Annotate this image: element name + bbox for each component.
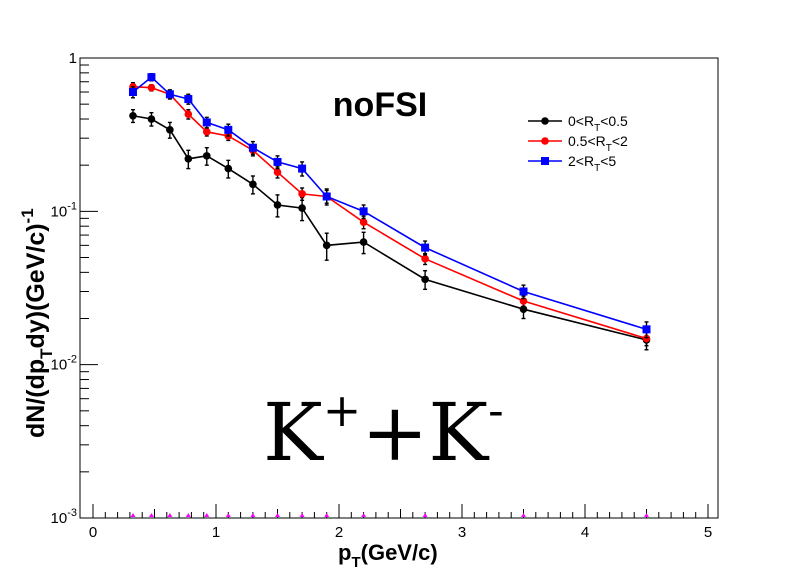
data-point xyxy=(129,111,137,120)
data-point xyxy=(421,243,430,252)
data-point xyxy=(298,204,306,212)
data-point xyxy=(165,90,174,99)
legend-label: 0.5<RT<2 xyxy=(568,133,628,154)
bottom-marker xyxy=(299,513,305,517)
y-axis-title-part1: dN/(dp xyxy=(22,359,50,438)
chart-title: noFSI xyxy=(333,86,427,124)
bottom-marker xyxy=(130,513,136,517)
bottom-marker xyxy=(250,513,256,517)
data-point xyxy=(322,241,331,250)
y-axis: 1 10-1 10-2 10-3 xyxy=(51,50,98,527)
data-point xyxy=(224,125,233,134)
legend-entry-0: 0<RT<0.5 xyxy=(528,113,628,134)
data-point xyxy=(202,118,211,127)
series-line xyxy=(132,114,647,341)
legend: 0<RT<0.50.5<RT<22<RT<5 xyxy=(528,113,628,174)
legend-label: 0<RT<0.5 xyxy=(568,113,628,134)
y-axis-title: dN/(dpTdy)(GeV/c)-1 xyxy=(18,208,56,438)
series-0 xyxy=(129,109,651,351)
data-point xyxy=(224,164,233,173)
x-axis-title-rest: (GeV/c) xyxy=(361,540,438,565)
bottom-marker xyxy=(361,513,367,517)
y-axis-title-sup: -1 xyxy=(18,208,37,223)
y-tick-label: 10-3 xyxy=(51,507,77,527)
data-point xyxy=(273,168,282,176)
data-point xyxy=(184,155,193,163)
bottom-marker xyxy=(185,513,191,517)
data-point xyxy=(166,126,174,134)
particle-label-sup1: + xyxy=(323,383,362,437)
data-point xyxy=(248,143,257,152)
data-point xyxy=(184,95,193,104)
legend-entry-2: 2<RT<5 xyxy=(528,153,616,174)
data-point xyxy=(359,207,368,216)
data-point xyxy=(519,305,528,314)
bottom-marker xyxy=(324,513,330,517)
x-axis: 0 1 2 3 4 5 xyxy=(89,504,712,541)
data-point xyxy=(202,152,211,160)
data-point xyxy=(147,83,156,92)
y-tick-label: 1 xyxy=(69,50,77,67)
legend-entry-1: 0.5<RT<2 xyxy=(528,133,628,154)
legend-marker xyxy=(541,137,549,145)
y-axis-title-part2: dy)(GeV/c) xyxy=(22,223,50,348)
data-point xyxy=(184,110,193,119)
data-point xyxy=(147,73,156,82)
particle-label-sup2: - xyxy=(488,383,504,437)
bottom-marker xyxy=(167,513,173,517)
x-tick-label: 4 xyxy=(581,524,589,541)
data-point xyxy=(642,334,651,343)
data-point xyxy=(421,255,429,263)
data-point xyxy=(249,180,257,189)
x-axis-title-sub: T xyxy=(351,554,360,571)
legend-label: 2<RT<5 xyxy=(568,153,616,174)
x-axis-title-main: p xyxy=(338,540,351,565)
y-axis-title-sub: T xyxy=(37,348,56,359)
bottom-marker xyxy=(422,513,428,517)
bottom-marker xyxy=(225,513,231,517)
data-point xyxy=(273,157,282,166)
x-tick-label: 0 xyxy=(89,524,97,541)
data-point xyxy=(421,275,429,284)
y-tick-label: 10-1 xyxy=(51,200,77,220)
x-tick-label: 1 xyxy=(212,524,220,541)
bottom-marker xyxy=(275,513,280,517)
particle-label: K++K- xyxy=(263,383,504,479)
x-tick-label: 3 xyxy=(458,524,466,541)
y-tick-label: 10-2 xyxy=(51,354,77,374)
bottom-markers xyxy=(130,513,649,517)
x-tick-label: 2 xyxy=(335,524,343,541)
legend-marker xyxy=(541,157,549,165)
data-point xyxy=(298,190,306,198)
plot-frame xyxy=(79,57,719,519)
data-point xyxy=(298,164,307,173)
legend-marker xyxy=(541,117,549,125)
data-point xyxy=(322,192,331,201)
data-point xyxy=(128,88,137,97)
particle-label-mid: +K xyxy=(361,386,489,479)
bottom-marker xyxy=(204,513,210,517)
series-2 xyxy=(128,72,651,339)
bottom-marker xyxy=(148,513,154,517)
data-point xyxy=(273,201,282,209)
bottom-marker xyxy=(521,513,526,517)
data-point xyxy=(147,115,156,123)
x-axis-title: pT(GeV/c) xyxy=(338,540,438,571)
series-layer xyxy=(128,72,651,351)
data-point xyxy=(359,238,368,246)
particle-label-k1: K xyxy=(263,386,324,479)
data-point xyxy=(202,128,211,136)
data-point xyxy=(642,325,651,334)
data-point xyxy=(359,218,368,226)
bottom-marker xyxy=(644,513,649,517)
data-point xyxy=(519,287,528,296)
x-tick-label: 5 xyxy=(704,524,712,541)
